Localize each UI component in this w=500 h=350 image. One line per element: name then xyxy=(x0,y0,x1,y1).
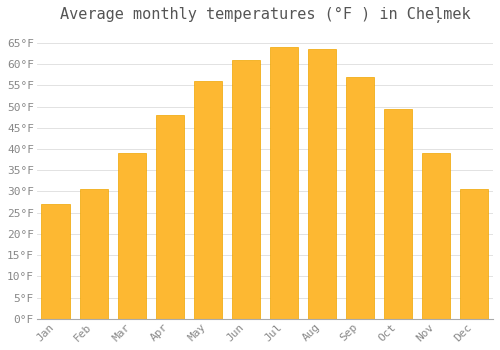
Bar xyxy=(194,81,222,319)
Bar xyxy=(384,108,412,319)
Title: Average monthly temperatures (°F ) in Cheļmek: Average monthly temperatures (°F ) in Ch… xyxy=(60,7,470,23)
Bar xyxy=(80,189,108,319)
Bar xyxy=(308,49,336,319)
Bar xyxy=(118,153,146,319)
Bar xyxy=(232,60,260,319)
Bar xyxy=(460,189,488,319)
Bar xyxy=(156,115,184,319)
Bar xyxy=(270,47,298,319)
Bar xyxy=(422,153,450,319)
Bar xyxy=(346,77,374,319)
Bar xyxy=(42,204,70,319)
